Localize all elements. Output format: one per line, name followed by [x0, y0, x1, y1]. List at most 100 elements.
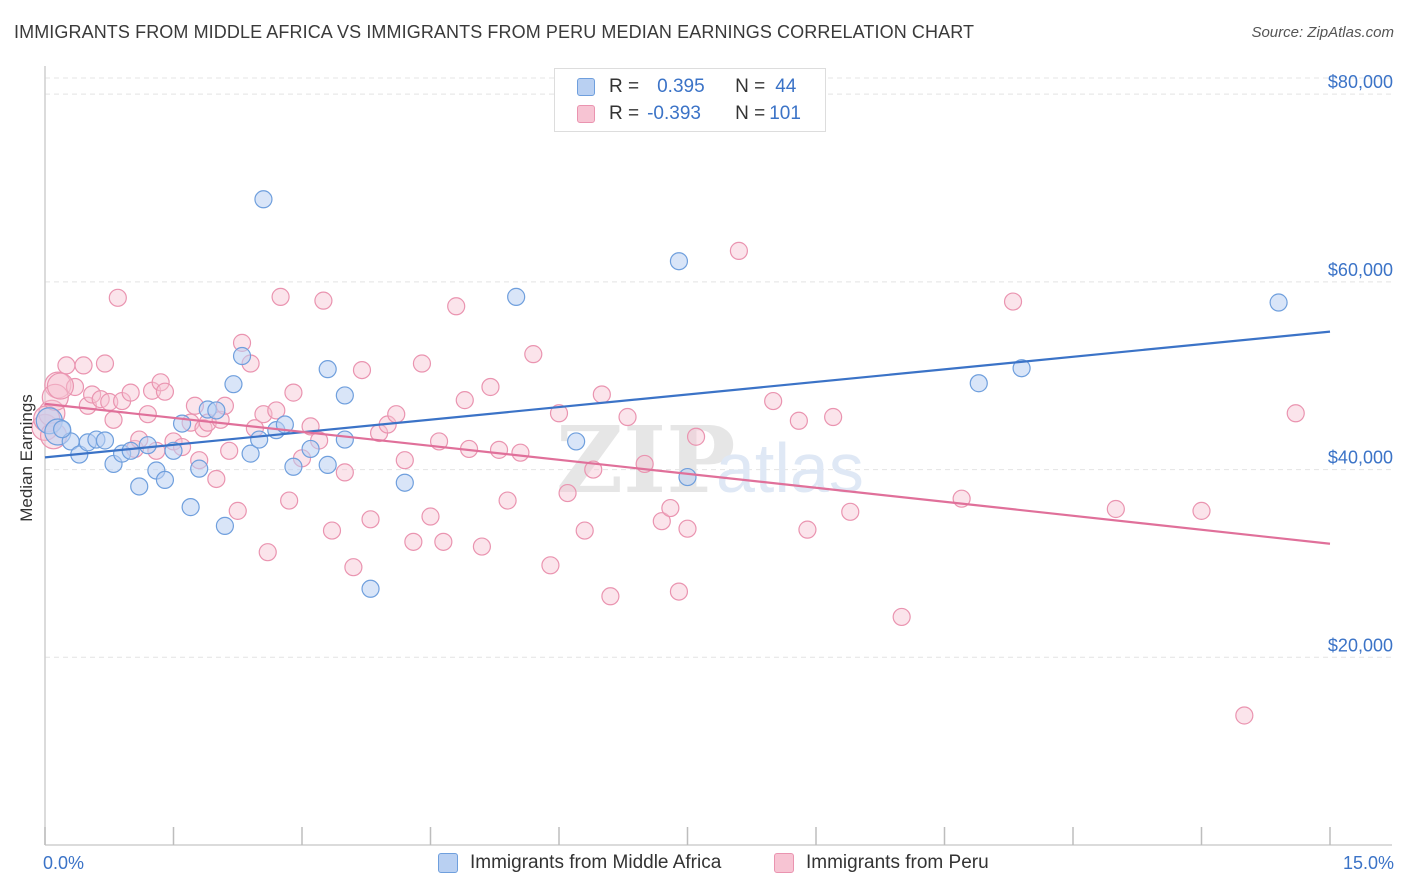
- point-peru: [455, 391, 474, 410]
- point-peru: [601, 587, 620, 606]
- legend-n-value-pink: 101: [769, 103, 801, 124]
- point-middle-africa: [678, 467, 697, 487]
- point-peru: [498, 491, 517, 510]
- point-peru: [1003, 292, 1023, 311]
- point-middle-africa: [318, 455, 337, 474]
- bottom-legend-blue: Immigrants from Middle Africa: [438, 852, 721, 874]
- legend-r-value-blue: 0.395: [657, 76, 705, 97]
- point-middle-africa: [190, 459, 209, 478]
- legend-r-label: R =: [609, 76, 640, 97]
- point-middle-africa: [361, 579, 380, 598]
- trend-line-middle-africa: [44, 330, 1331, 459]
- point-peru: [841, 502, 860, 521]
- point-peru: [284, 383, 303, 402]
- bottom-legend-pink: Immigrants from Peru: [774, 852, 989, 874]
- point-middle-africa: [121, 441, 140, 460]
- point-peru: [207, 469, 226, 489]
- point-peru: [361, 510, 380, 529]
- point-middle-africa: [95, 431, 115, 450]
- point-peru: [155, 382, 175, 401]
- point-middle-africa: [1269, 293, 1288, 312]
- point-peru: [220, 441, 239, 460]
- point-peru: [541, 556, 560, 575]
- point-peru: [314, 291, 333, 310]
- legend-row-pink: R = -0.393 N = 101: [577, 102, 801, 126]
- x-tick-label-max: 15.0%: [1342, 853, 1394, 873]
- trend-lines: [44, 330, 1331, 545]
- point-peru: [524, 345, 543, 364]
- point-peru: [434, 532, 453, 551]
- y-tick-label: $60,000: [1328, 260, 1393, 280]
- point-peru: [618, 407, 637, 427]
- point-peru: [584, 460, 603, 479]
- point-peru: [549, 404, 569, 423]
- point-peru: [121, 383, 140, 402]
- y-tick-label: $40,000: [1328, 448, 1393, 468]
- point-peru: [395, 451, 414, 470]
- y-tick-labels: $20,000 $40,000 $60,000 $80,000: [1328, 72, 1393, 655]
- point-middle-africa: [53, 420, 72, 439]
- series-middle-africa-points: [35, 190, 1288, 598]
- chart-title: IMMIGRANTS FROM MIDDLE AFRICA VS IMMIGRA…: [14, 22, 975, 42]
- bottom-legend-swatch-blue: [438, 853, 458, 873]
- point-middle-africa: [241, 444, 260, 463]
- point-peru: [592, 385, 611, 404]
- legend-swatch-pink: [577, 105, 595, 123]
- point-peru: [669, 582, 689, 601]
- point-peru: [472, 537, 491, 556]
- legend-row-blue: R = 0.395 N = 44: [577, 75, 796, 99]
- legend-swatch-blue: [577, 78, 595, 96]
- point-peru: [421, 507, 440, 526]
- point-middle-africa: [969, 374, 988, 393]
- point-middle-africa: [335, 386, 354, 405]
- point-peru: [1192, 501, 1211, 520]
- point-middle-africa: [284, 457, 303, 476]
- point-middle-africa: [181, 498, 200, 517]
- point-middle-africa: [224, 375, 243, 394]
- legend-n-value-blue: 44: [775, 76, 797, 97]
- point-middle-africa: [335, 430, 354, 449]
- point-middle-africa: [254, 190, 273, 209]
- point-peru: [511, 443, 530, 462]
- point-peru: [1286, 404, 1305, 423]
- point-middle-africa: [215, 516, 234, 535]
- point-peru: [74, 356, 93, 375]
- point-peru: [798, 520, 817, 539]
- point-middle-africa: [164, 441, 183, 460]
- point-peru: [65, 377, 85, 397]
- point-peru: [335, 463, 354, 482]
- watermark-zip: ZIP: [556, 406, 735, 514]
- point-peru: [108, 288, 127, 307]
- point-peru: [1106, 499, 1125, 519]
- legend-r-label: R =: [609, 103, 640, 124]
- point-middle-africa: [1012, 359, 1031, 378]
- point-peru: [46, 372, 75, 400]
- point-peru: [558, 483, 577, 503]
- point-peru: [789, 411, 808, 430]
- point-peru: [404, 532, 423, 551]
- point-middle-africa: [669, 252, 689, 271]
- point-peru: [824, 407, 843, 427]
- point-peru: [151, 373, 170, 392]
- point-peru: [678, 519, 697, 538]
- point-peru: [258, 543, 277, 562]
- point-peru: [447, 297, 466, 316]
- point-peru: [729, 241, 749, 260]
- point-peru: [228, 501, 247, 520]
- trend-line-peru: [44, 402, 1331, 545]
- point-peru: [104, 410, 123, 429]
- legend-n-label: N =: [735, 76, 766, 97]
- point-peru: [271, 287, 290, 306]
- watermark-atlas: atlas: [716, 429, 864, 507]
- bottom-legend-swatch-pink: [774, 853, 794, 873]
- point-middle-africa: [250, 430, 269, 449]
- point-middle-africa: [318, 360, 337, 379]
- point-middle-africa: [207, 401, 226, 420]
- y-tick-label: $80,000: [1328, 72, 1393, 92]
- point-peru: [686, 427, 706, 446]
- point-peru: [1235, 706, 1254, 725]
- x-tick-label-min: 0.0%: [43, 853, 85, 873]
- legend-r-value-pink: -0.393: [647, 103, 701, 124]
- point-middle-africa: [232, 346, 252, 366]
